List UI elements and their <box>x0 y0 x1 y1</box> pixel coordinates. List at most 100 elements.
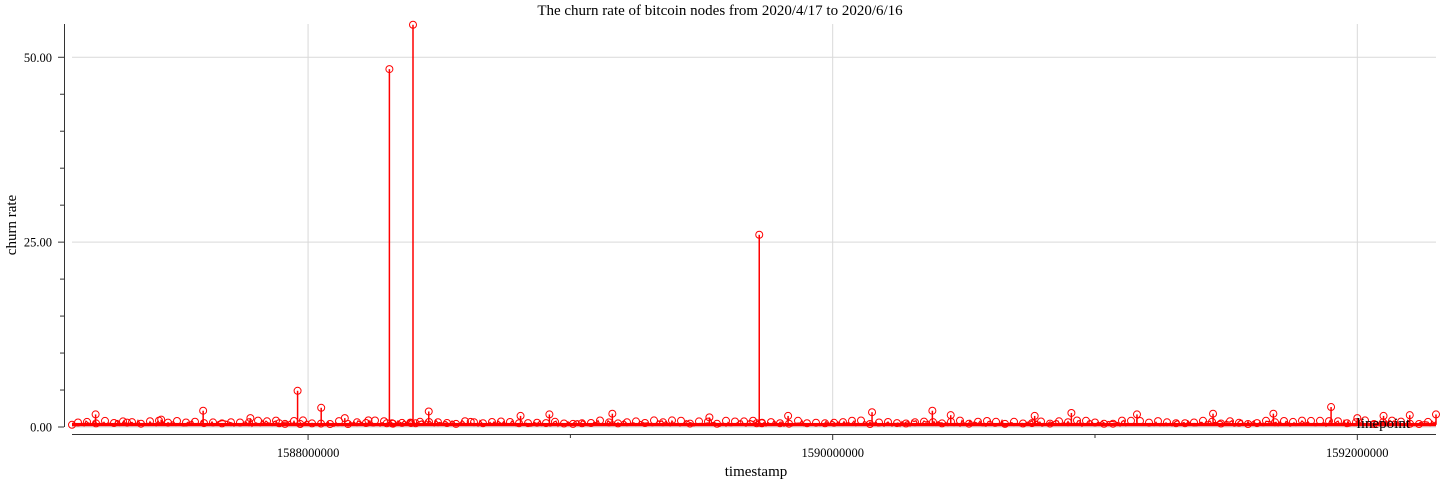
data-point-38 <box>1379 411 1388 420</box>
series-baseline-marker <box>956 416 964 425</box>
series-baseline-marker <box>263 417 271 426</box>
x-tick-label-1: 1590000000 <box>801 446 864 460</box>
x-axis-title: timestamp <box>725 464 788 480</box>
data-point-32 <box>1067 408 1076 417</box>
series-baseline-marker <box>1145 418 1153 427</box>
data-point-19 <box>466 417 475 426</box>
series-baseline-marker <box>839 418 847 427</box>
series-baseline-marker <box>1217 419 1225 428</box>
series-baseline-marker <box>245 418 253 427</box>
series-baseline-marker <box>1127 416 1135 425</box>
data-point-35 <box>1269 409 1278 418</box>
series-baseline-marker <box>830 418 838 427</box>
series-baseline-marker <box>560 419 568 428</box>
series-baseline-marker <box>740 417 748 426</box>
series-baseline-marker <box>785 419 793 428</box>
series-baseline-marker <box>713 419 721 428</box>
series-baseline-marker <box>1388 416 1396 425</box>
series-baseline-marker <box>767 418 775 427</box>
series-baseline-marker <box>1370 420 1378 428</box>
series-baseline-marker <box>884 418 892 426</box>
series-baseline-marker <box>812 418 820 427</box>
data-point-20 <box>516 411 525 420</box>
data-point-2 <box>123 418 132 427</box>
x-tick-label-2: 1592000000 <box>1326 446 1389 460</box>
series-baseline-marker <box>146 417 154 426</box>
series-baseline-marker <box>236 418 244 427</box>
series-baseline-marker <box>632 417 640 426</box>
series-baseline-marker <box>1253 419 1261 428</box>
x-tick-label-0: 1588000000 <box>277 446 340 460</box>
series-baseline-marker <box>101 416 109 425</box>
series-baseline-marker <box>614 419 622 428</box>
series-baseline-marker <box>380 417 388 426</box>
series-baseline-marker <box>1424 417 1432 426</box>
series-baseline-marker <box>1100 419 1108 428</box>
ticks: 1588000000 1590000000 1592000000 0.00 25.00 5… <box>24 51 1389 460</box>
data-point-24 <box>752 419 761 428</box>
data-point-31 <box>1030 411 1039 420</box>
series-baseline-marker <box>902 419 910 428</box>
data-point-23 <box>705 413 714 422</box>
series-baseline-marker <box>983 417 991 425</box>
data-point-17 <box>411 419 420 428</box>
data-point-26 <box>757 419 766 428</box>
series-baseline-marker <box>308 419 316 428</box>
y-tick-label-2: 50.00 <box>24 51 52 65</box>
series-baseline-marker <box>119 417 127 426</box>
series-baseline-marker <box>533 418 541 427</box>
y-tick-label-1: 25.00 <box>24 236 52 250</box>
grid-lines <box>72 24 1436 428</box>
series-baseline-marker <box>1190 418 1198 427</box>
series-baseline-marker <box>416 417 424 426</box>
series-baseline-marker <box>488 418 496 426</box>
series-baseline-marker <box>209 418 217 427</box>
series-baseline-marker <box>821 419 829 428</box>
series-baseline-marker <box>641 419 649 427</box>
series-baseline-marker <box>1163 418 1171 427</box>
series-baseline-marker <box>1055 417 1063 426</box>
data-point-37 <box>1353 414 1362 423</box>
data-point-34 <box>1209 409 1218 418</box>
series-baseline-marker <box>1343 419 1351 428</box>
data-point-13 <box>385 65 394 74</box>
series-baseline-marker <box>1010 417 1018 426</box>
data-point-3 <box>157 415 166 424</box>
series-baseline-marker <box>1208 417 1216 426</box>
series-baseline-marker <box>218 419 226 428</box>
data-point-8 <box>296 420 305 429</box>
series-baseline-marker <box>1001 419 1009 428</box>
series-baseline-marker <box>479 419 487 428</box>
chart-title: The churn rate of bitcoin nodes from 202… <box>537 3 903 19</box>
series-baseline-marker <box>866 420 874 428</box>
series-baseline-marker <box>794 416 802 425</box>
series-baseline-marker <box>1154 417 1162 426</box>
series-baseline-marker <box>1271 418 1279 427</box>
series-baseline-marker <box>497 417 505 426</box>
series-baseline-marker <box>353 418 361 427</box>
series-baseline-marker <box>137 419 145 428</box>
series-baseline-marker <box>1181 419 1189 428</box>
series-baseline-marker <box>1352 418 1360 427</box>
data-point-27 <box>784 411 793 420</box>
series-baseline-marker <box>128 418 136 427</box>
series-baseline-marker <box>596 416 604 425</box>
series-baseline-marker <box>461 417 469 426</box>
series-baseline-marker <box>1046 419 1054 428</box>
series-baseline-marker <box>704 417 712 426</box>
series-baseline-marker <box>1298 416 1306 425</box>
series-baseline-marker <box>1289 417 1297 426</box>
series-baseline-marker <box>569 419 577 428</box>
data-point-16 <box>409 20 417 29</box>
series-baseline-marker <box>551 417 559 426</box>
series-baseline-marker <box>326 420 334 428</box>
series-baseline-marker <box>578 419 586 428</box>
data-point-7 <box>293 386 302 395</box>
series-baseline-marker <box>1226 417 1234 426</box>
series-baseline-marker <box>1019 419 1027 428</box>
series-baseline-marker <box>200 419 208 428</box>
series-baseline-marker <box>515 419 523 428</box>
series-baseline-marker <box>173 417 181 425</box>
y-axis-title: churn rate <box>4 194 20 255</box>
series-baseline-marker <box>893 419 901 428</box>
